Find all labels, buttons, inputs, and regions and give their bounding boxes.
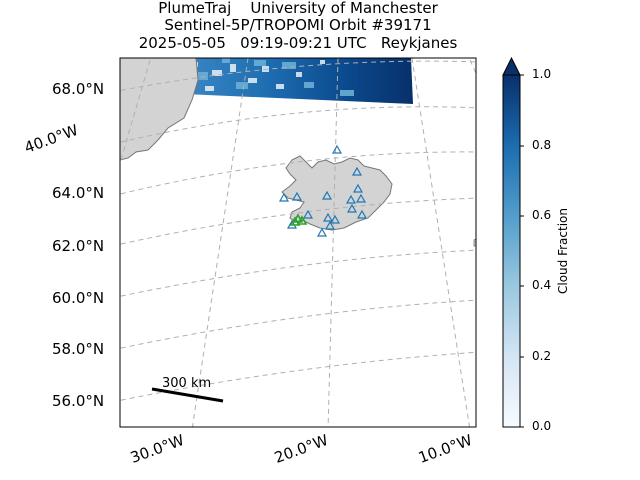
scale-bar-label: 300 km	[162, 376, 212, 391]
colorbar	[502, 74, 521, 428]
colorbar-tick-4: 0.8	[532, 138, 552, 152]
title-line-2: Sentinel-5P/TROPOMI Orbit #39171	[164, 16, 432, 34]
triangle-icon	[296, 215, 308, 225]
triangle-icon	[291, 191, 303, 201]
triangle-icon	[278, 192, 290, 202]
colorbar-tick-2: 0.4	[532, 278, 552, 292]
colorbar-tick-3: 0.6	[532, 208, 552, 222]
lat-label-60: 60.0°N	[52, 289, 105, 307]
lat-label-68: 68.0°N	[52, 80, 105, 98]
lat-label-64: 64.0°N	[52, 184, 105, 202]
title-line-3: 2025-05-05 09:19-09:21 UTC Reykjanes	[138, 34, 458, 52]
cloud-fraction-swath	[184, 58, 413, 104]
colorbar-tick-1: 0.2	[532, 349, 552, 363]
colorbar-tick-0: 0.0	[532, 419, 552, 433]
triangle-icon	[331, 144, 343, 154]
triangle-icon	[329, 214, 341, 224]
latitude-gridlines	[120, 60, 476, 401]
triangle-icon	[355, 193, 367, 203]
triangle-icon	[346, 203, 358, 213]
map-area	[120, 58, 476, 427]
triangle-icon	[356, 209, 368, 219]
triangle-icon	[316, 227, 328, 237]
colorbar-label: Cloud Fraction	[556, 208, 570, 294]
triangle-icon	[351, 166, 363, 176]
lat-label-56: 56.0°N	[52, 392, 105, 410]
triangle-icon	[324, 220, 336, 230]
lat-label-62: 62.0°N	[52, 237, 105, 255]
source-markers	[289, 213, 308, 226]
colorbar-extend-arrow	[502, 56, 521, 76]
triangle-icon	[322, 212, 334, 222]
triangle-icon	[352, 183, 364, 193]
map-frame	[119, 57, 477, 428]
lat-label-58: 58.0°N	[52, 340, 105, 358]
colorbar-ticks	[520, 74, 524, 428]
title-line-1: PlumeTraj University of Manchester	[158, 0, 438, 17]
triangle-icon	[289, 216, 301, 226]
longitude-gridlines	[120, 58, 476, 427]
colorbar-tick-5: 1.0	[532, 67, 552, 81]
triangle-icon	[302, 209, 314, 219]
scale-bar	[151, 387, 224, 403]
triangle-icon	[345, 194, 357, 204]
greenland-landmass	[120, 58, 199, 161]
triangle-icon	[321, 190, 333, 200]
